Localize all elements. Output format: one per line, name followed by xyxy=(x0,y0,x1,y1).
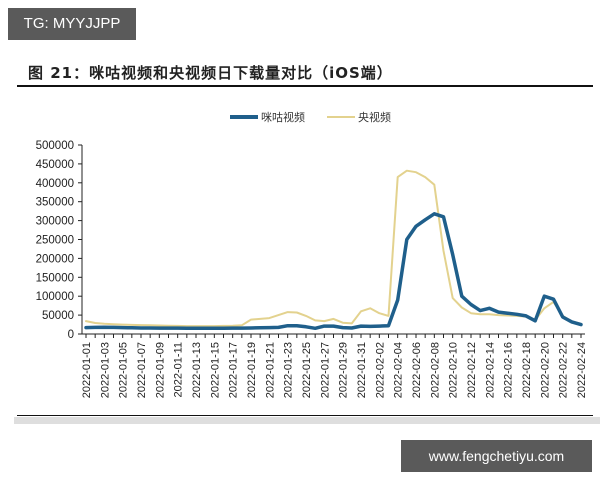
svg-text:2022-01-31: 2022-01-31 xyxy=(356,342,368,398)
svg-text:2022-02-10: 2022-02-10 xyxy=(448,342,460,398)
svg-text:2022-02-16: 2022-02-16 xyxy=(503,342,515,398)
svg-text:2022-01-21: 2022-01-21 xyxy=(264,342,276,398)
svg-text:2022-01-25: 2022-01-25 xyxy=(301,342,313,398)
svg-text:2022-01-27: 2022-01-27 xyxy=(319,342,331,398)
svg-text:2022-01-13: 2022-01-13 xyxy=(191,342,203,398)
svg-text:2022-01-09: 2022-01-09 xyxy=(154,342,166,398)
svg-text:2022-02-18: 2022-02-18 xyxy=(521,342,533,398)
watermark-bottom-right: www.fengchetiyu.com xyxy=(401,440,592,472)
svg-text:2022-02-14: 2022-02-14 xyxy=(484,342,496,398)
svg-text:2022-01-07: 2022-01-07 xyxy=(136,342,148,398)
svg-text:500000: 500000 xyxy=(36,140,74,152)
svg-text:2022-01-11: 2022-01-11 xyxy=(173,342,185,397)
svg-text:150000: 150000 xyxy=(36,272,74,284)
svg-text:0: 0 xyxy=(68,329,74,341)
svg-text:2022-01-01: 2022-01-01 xyxy=(81,342,93,398)
svg-text:2022-02-08: 2022-02-08 xyxy=(429,342,441,398)
svg-text:50000: 50000 xyxy=(42,310,74,322)
svg-text:200000: 200000 xyxy=(36,253,74,265)
svg-text:2022-01-29: 2022-01-29 xyxy=(338,342,350,398)
figure-title: 图 21：咪咕视频和央视频日下载量对比（iOS端） xyxy=(28,64,393,82)
svg-text:300000: 300000 xyxy=(36,216,74,228)
title-divider xyxy=(17,85,593,87)
x-axis: 2022-01-01 2022-01-03 2022-01-05 2022-01-07… xyxy=(81,333,588,398)
svg-text:350000: 350000 xyxy=(36,197,74,209)
chart-legend: 咪咕视频 央视频 xyxy=(230,110,391,124)
legend-label-cctv: 央视频 xyxy=(358,110,391,124)
svg-text:2022-01-05: 2022-01-05 xyxy=(118,342,130,398)
bottom-divider xyxy=(17,415,593,416)
svg-text:2022-02-06: 2022-02-06 xyxy=(411,342,423,398)
svg-text:2022-02-22: 2022-02-22 xyxy=(558,342,570,398)
svg-text:400000: 400000 xyxy=(36,178,74,190)
series-lines xyxy=(84,169,583,331)
svg-text:250000: 250000 xyxy=(36,235,74,247)
y-axis: 0 50000 100000 150000 200000 250000 300000 3500… xyxy=(36,140,83,341)
svg-text:2022-02-12: 2022-02-12 xyxy=(466,342,478,398)
svg-text:2022-02-24: 2022-02-24 xyxy=(576,342,588,398)
legend-label-migu: 咪咕视频 xyxy=(261,110,305,124)
svg-text:100000: 100000 xyxy=(36,291,74,303)
line-chart: 咪咕视频 央视频 0 50000 100000 150000 200000 250000 3… xyxy=(36,110,588,398)
svg-text:2022-02-04: 2022-02-04 xyxy=(393,342,405,398)
svg-text:2022-01-17: 2022-01-17 xyxy=(228,342,240,398)
svg-text:2022-01-23: 2022-01-23 xyxy=(283,342,295,398)
bottom-bar xyxy=(14,417,600,424)
svg-text:450000: 450000 xyxy=(36,159,74,171)
svg-text:2022-02-20: 2022-02-20 xyxy=(539,342,551,398)
svg-text:2022-01-03: 2022-01-03 xyxy=(99,342,111,398)
svg-text:2022-02-02: 2022-02-02 xyxy=(374,342,386,398)
watermark-top-left: TG: MYYJJPP xyxy=(8,8,136,40)
svg-text:2022-01-15: 2022-01-15 xyxy=(209,342,221,398)
svg-text:2022-01-19: 2022-01-19 xyxy=(246,342,258,398)
